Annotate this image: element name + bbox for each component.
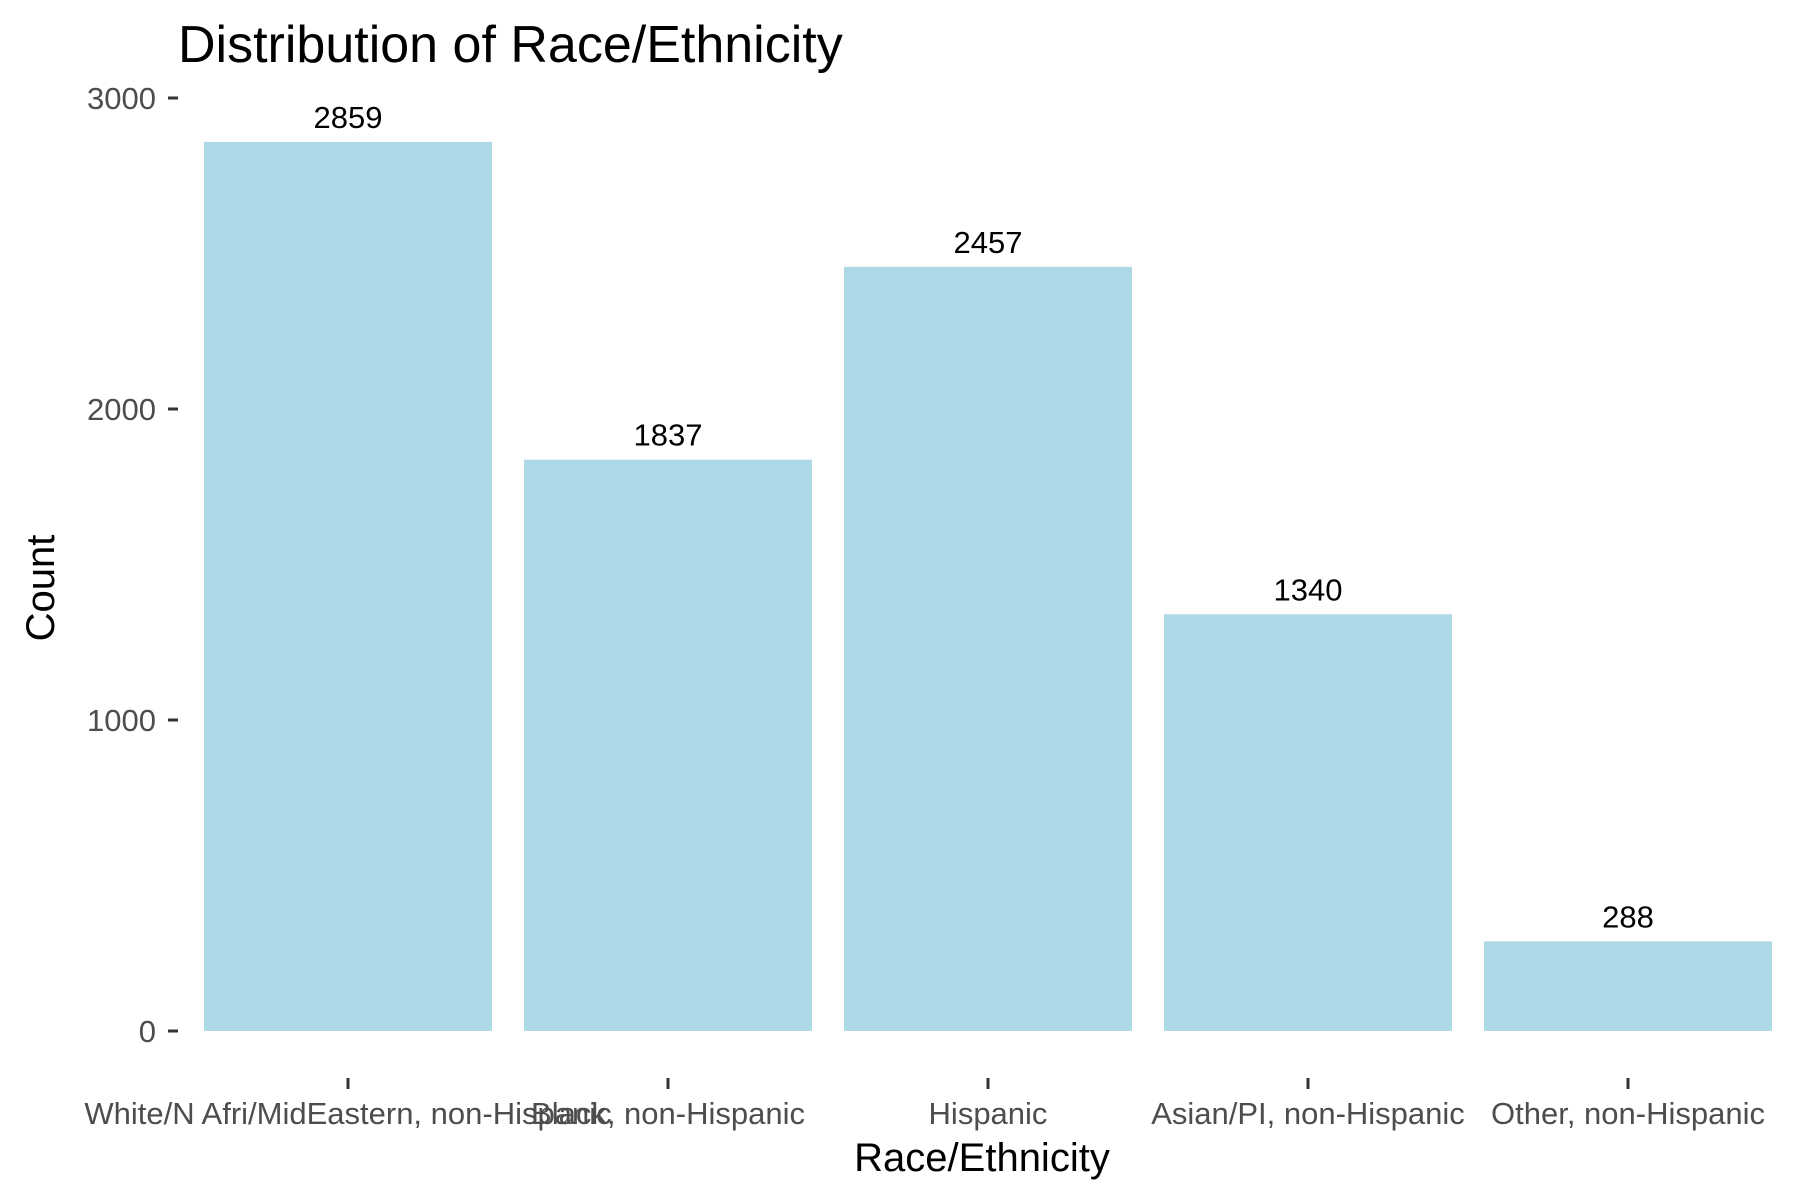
x-tick-label: Black, non-Hispanic	[531, 1096, 805, 1131]
data-label: 1837	[634, 418, 703, 453]
bar	[1164, 614, 1452, 1031]
x-tick-label: Hispanic	[929, 1096, 1048, 1131]
y-tick-label: 2000	[87, 392, 156, 427]
y-axis: 0 1000 2000 3000	[87, 81, 178, 1049]
x-tick-label: Asian/PI, non-Hispanic	[1151, 1096, 1465, 1131]
data-label: 1340	[1274, 572, 1343, 607]
y-tick-label: 0	[139, 1014, 156, 1049]
y-tick-label: 3000	[87, 81, 156, 116]
y-tick-label: 1000	[87, 703, 156, 738]
bar	[524, 459, 812, 1031]
data-labels: 2859 1837 2457 1340 288	[314, 100, 1654, 935]
data-label: 2457	[954, 225, 1023, 260]
bar	[1484, 941, 1772, 1031]
bars	[204, 141, 1772, 1031]
y-axis-title: Count	[19, 535, 63, 642]
x-axis-title: Race/Ethnicity	[854, 1136, 1110, 1180]
bar	[204, 141, 492, 1031]
x-tick-label: White/N Afri/MidEastern, non-Hispanic	[84, 1096, 611, 1131]
x-axis: White/N Afri/MidEastern, non-HispanicBla…	[84, 1078, 1765, 1131]
data-label: 2859	[314, 100, 383, 135]
chart-title: Distribution of Race/Ethnicity	[178, 16, 843, 74]
x-tick-label: Other, non-Hispanic	[1491, 1096, 1765, 1131]
data-label: 288	[1602, 899, 1654, 934]
bar	[844, 266, 1132, 1031]
